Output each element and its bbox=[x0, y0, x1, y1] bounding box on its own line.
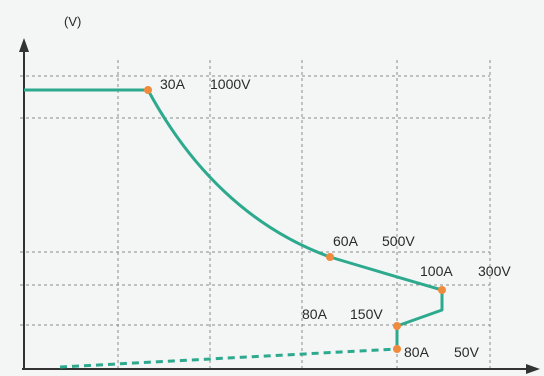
key-point-label-a-0: 30A bbox=[160, 76, 186, 92]
axes bbox=[19, 38, 540, 374]
key-point-label-v-4: 50V bbox=[454, 344, 480, 360]
key-point-0 bbox=[144, 86, 152, 94]
y-axis-unit-label: (V) bbox=[64, 14, 81, 29]
key-point-4 bbox=[393, 345, 401, 353]
key-point-label-v-1: 500V bbox=[382, 233, 415, 249]
key-point-label-v-0: 1000V bbox=[210, 76, 251, 92]
key-point-3 bbox=[393, 322, 401, 330]
series-dashed bbox=[59, 347, 398, 369]
series-solid bbox=[24, 88, 444, 328]
key-point-label-a-2: 100A bbox=[420, 263, 453, 279]
labels-group: 30A 1000V 60A 500V 100A 300V 80A 150V 80A 50V bbox=[160, 76, 511, 360]
key-point-label-v-2: 300V bbox=[478, 263, 511, 279]
key-point-label-v-3: 150V bbox=[350, 306, 383, 322]
key-point-label-a-3: 80A bbox=[302, 306, 328, 322]
key-point-label-a-1: 60A bbox=[333, 233, 359, 249]
key-point-label-a-4: 80A bbox=[404, 344, 430, 360]
y-axis-arrow bbox=[19, 38, 29, 52]
x-axis-arrow bbox=[526, 364, 540, 374]
grid bbox=[20, 60, 491, 368]
points-group bbox=[144, 86, 446, 353]
key-point-1 bbox=[326, 253, 334, 261]
key-point-2 bbox=[438, 286, 446, 294]
